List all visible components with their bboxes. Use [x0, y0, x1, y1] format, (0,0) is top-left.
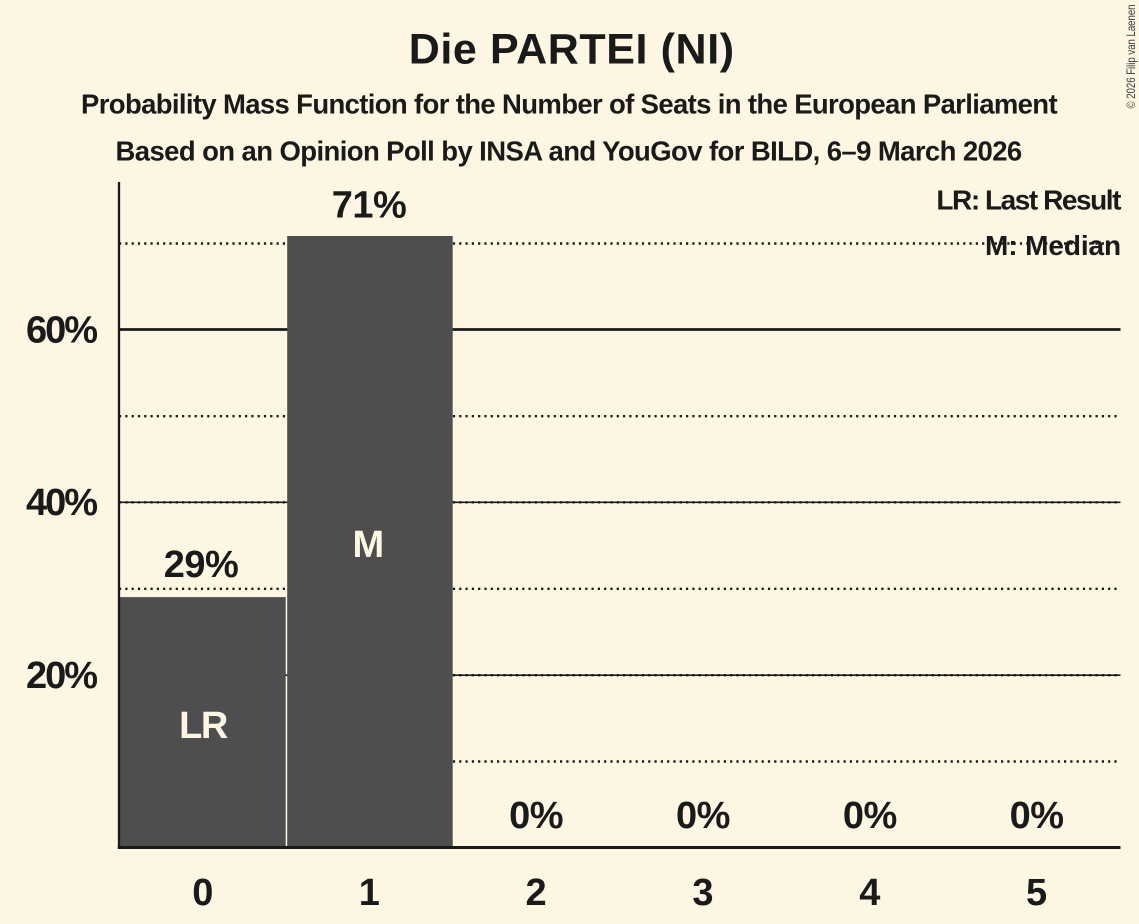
svg-text:M: M	[352, 524, 384, 566]
svg-text:Probability Mass Function for: Probability Mass Function for the Number…	[81, 89, 1057, 120]
svg-text:0%: 0%	[509, 795, 563, 837]
svg-text:0%: 0%	[843, 795, 897, 837]
svg-text:3: 3	[692, 872, 713, 914]
svg-text:LR: LR	[179, 705, 228, 747]
svg-text:0%: 0%	[1010, 795, 1064, 837]
svg-text:© 2026 Filip van Laenen: © 2026 Filip van Laenen	[1125, 5, 1138, 109]
svg-text:0%: 0%	[676, 795, 730, 837]
svg-text:2: 2	[526, 872, 547, 914]
svg-text:Based on an Opinion Poll by IN: Based on an Opinion Poll by INSA and You…	[116, 136, 1022, 167]
svg-text:0: 0	[192, 872, 213, 914]
svg-text:5: 5	[1026, 872, 1047, 914]
svg-text:LR: Last Result: LR: Last Result	[936, 185, 1121, 216]
svg-text:4: 4	[859, 872, 880, 914]
svg-text:71%: 71%	[332, 185, 407, 227]
svg-text:20%: 20%	[26, 655, 97, 697]
svg-text:40%: 40%	[26, 482, 97, 524]
svg-text:60%: 60%	[26, 309, 97, 351]
svg-text:M: Median: M: Median	[985, 230, 1121, 261]
svg-text:Die PARTEI (NI): Die PARTEI (NI)	[409, 25, 735, 73]
svg-text:29%: 29%	[164, 544, 239, 586]
svg-text:1: 1	[359, 872, 380, 914]
